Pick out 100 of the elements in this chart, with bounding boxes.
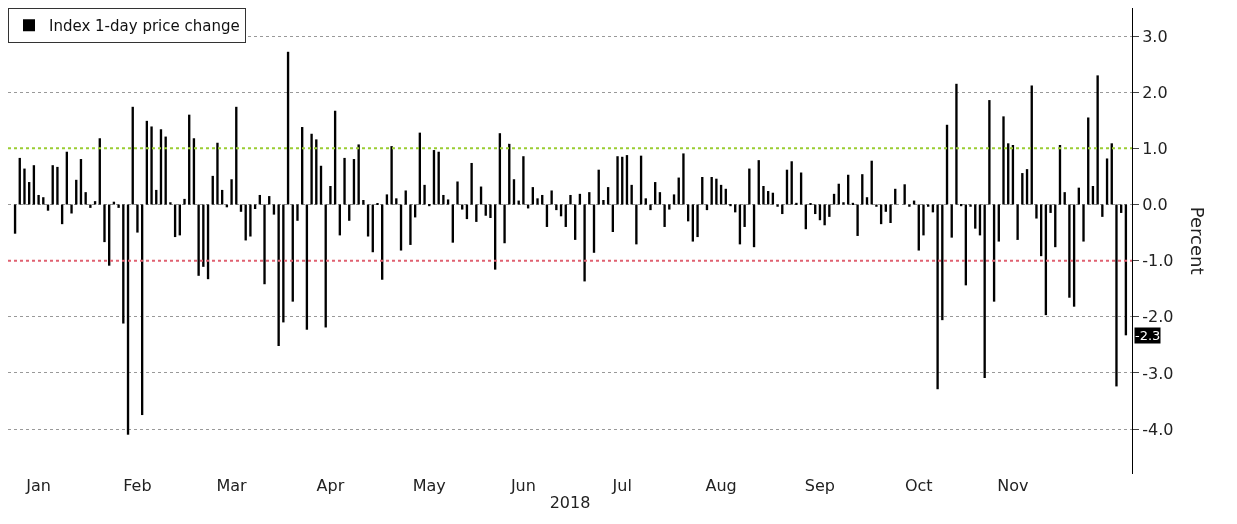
bar — [470, 162, 473, 205]
bar — [588, 192, 591, 205]
bar — [117, 204, 120, 208]
bar — [715, 178, 718, 205]
bar — [296, 204, 299, 221]
bar — [456, 181, 459, 205]
bar — [828, 204, 831, 217]
bar — [70, 204, 73, 214]
bar — [823, 204, 826, 226]
bar — [644, 198, 647, 205]
bar — [442, 194, 445, 205]
bar — [969, 204, 972, 207]
bar — [385, 194, 389, 205]
bar — [1082, 204, 1085, 242]
bar — [630, 184, 633, 205]
bar — [390, 146, 393, 205]
bar — [56, 166, 59, 205]
bar — [682, 153, 685, 205]
bar — [503, 204, 506, 244]
x-tick-label: Sep — [804, 476, 836, 495]
bar — [89, 204, 92, 208]
bar — [357, 144, 360, 205]
bar — [230, 179, 233, 205]
bar — [1115, 204, 1118, 387]
bar — [197, 204, 200, 276]
bar — [569, 194, 572, 205]
bar — [1101, 204, 1104, 217]
bar — [277, 204, 280, 346]
bar — [409, 204, 412, 245]
x-tick-label: Nov — [997, 476, 1029, 495]
y-tick-label: 3.0 — [1142, 26, 1168, 46]
x-tick-label: Apr — [316, 476, 345, 495]
bar — [555, 204, 558, 211]
x-tick-label: Jul — [611, 476, 632, 495]
bar — [1068, 204, 1071, 298]
bar — [310, 133, 313, 205]
y-axis-title: Percent — [1187, 206, 1209, 275]
y-tick-label: 1.0 — [1142, 138, 1168, 158]
y-tick-label: 2.0 — [1142, 82, 1168, 102]
legend-label: Index 1-day price change — [49, 17, 240, 36]
bar — [635, 204, 638, 245]
bar — [903, 184, 906, 205]
bar — [1096, 75, 1099, 205]
bar — [696, 204, 699, 238]
bar — [1035, 204, 1038, 219]
x-tick-label: Aug — [705, 476, 737, 495]
bar — [329, 185, 332, 205]
bar — [748, 168, 751, 205]
bar — [268, 196, 271, 205]
bar — [522, 156, 525, 205]
bar — [908, 204, 911, 207]
bar — [842, 202, 845, 205]
bar — [249, 204, 252, 237]
bar — [583, 204, 586, 282]
x-axis-title: 2018 — [549, 492, 591, 512]
bar — [489, 204, 492, 218]
bar — [150, 126, 153, 205]
bar — [649, 204, 652, 211]
bar — [602, 200, 605, 205]
bar — [955, 83, 958, 205]
bar — [729, 204, 732, 207]
bar — [395, 198, 398, 205]
x-tick-label: Mar — [216, 476, 248, 495]
bar — [1002, 116, 1005, 205]
bar — [856, 204, 859, 236]
bar — [446, 199, 450, 205]
bar — [258, 194, 261, 205]
bar — [1049, 204, 1052, 213]
bar — [362, 200, 365, 205]
y-tick-label: -3.0 — [1142, 363, 1174, 383]
bar — [795, 202, 798, 205]
bar — [23, 168, 26, 205]
bar — [216, 142, 219, 205]
bar — [423, 184, 426, 205]
bar — [475, 204, 478, 222]
y-tick-label: -1.0 — [1142, 251, 1174, 271]
bar — [936, 204, 939, 390]
bar — [865, 197, 869, 205]
bar — [343, 157, 346, 205]
bar — [922, 204, 925, 236]
bar — [136, 204, 139, 233]
x-tick-label: Oct — [904, 476, 933, 495]
bar — [103, 204, 106, 243]
bar — [37, 194, 40, 205]
bar — [776, 204, 779, 207]
bar — [762, 185, 765, 205]
x-tick-label: Jun — [509, 476, 536, 495]
bar — [282, 204, 285, 323]
bar — [663, 204, 666, 227]
bar — [672, 194, 676, 205]
x-tick-label: May — [412, 476, 446, 495]
bar — [1016, 204, 1019, 240]
y-tick-label: -4.0 — [1142, 419, 1174, 439]
annotation: -2.3 — [1135, 328, 1161, 343]
x-tick-label: Jan — [25, 476, 51, 495]
bar — [42, 197, 45, 205]
x-tick-label: Feb — [123, 476, 152, 495]
bar — [93, 201, 97, 205]
bar — [536, 198, 539, 205]
bar — [202, 204, 205, 267]
